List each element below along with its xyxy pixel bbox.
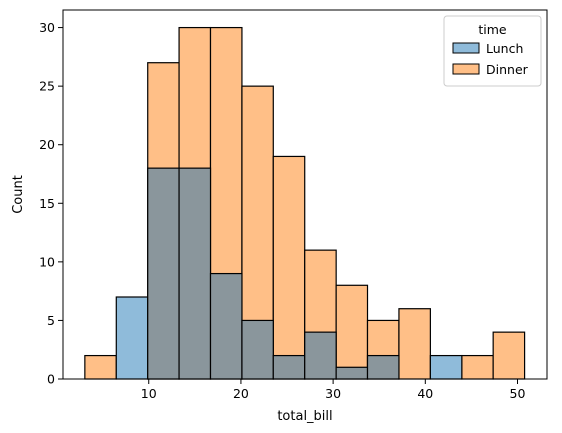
bar-lunch-7 bbox=[304, 331, 337, 380]
plot-frame bbox=[62, 9, 548, 380]
bar-lunch-8 bbox=[335, 366, 369, 380]
legend-title: time bbox=[478, 22, 507, 37]
y-tick-label-5: 25 bbox=[39, 79, 55, 94]
bar-lunch-only-11 bbox=[429, 354, 463, 380]
legend-label-dinner: Dinner bbox=[486, 62, 529, 77]
bar-lunch-4 bbox=[209, 272, 243, 380]
bar-lunch-9 bbox=[366, 354, 400, 380]
y-tick-label-3: 15 bbox=[39, 196, 55, 211]
legend-swatch-dinner bbox=[452, 63, 480, 75]
bar-dinner-10 bbox=[398, 308, 431, 380]
bar-dinner-12 bbox=[461, 354, 494, 380]
bar-dinner-13 bbox=[492, 331, 526, 380]
x-axis-label: total_bill bbox=[277, 409, 332, 424]
y-tick-label-4: 20 bbox=[39, 137, 55, 152]
y-tick-label-2: 10 bbox=[39, 254, 55, 269]
bar-dinner-8 bbox=[335, 284, 369, 380]
y-tick-label-6: 30 bbox=[39, 20, 55, 35]
bar-lunch-3 bbox=[178, 167, 212, 380]
legend-label-lunch: Lunch bbox=[486, 41, 523, 56]
bar-lunch-only-1 bbox=[115, 296, 149, 380]
bar-dinner-0 bbox=[84, 354, 117, 380]
y-axis-label: Count bbox=[11, 175, 26, 214]
legend: time Lunch Dinner bbox=[443, 15, 542, 87]
bar-lunch-5 bbox=[241, 319, 274, 380]
y-tick-label-1: 5 bbox=[47, 313, 55, 328]
legend-swatch-lunch bbox=[452, 42, 480, 54]
bar-lunch-2 bbox=[147, 167, 180, 380]
y-tick-label-0: 0 bbox=[47, 372, 55, 387]
bar-lunch-6 bbox=[272, 354, 306, 380]
bars-layer bbox=[84, 26, 526, 380]
x-tick-label-0: 10 bbox=[141, 386, 157, 401]
bar-dinner-6 bbox=[272, 155, 306, 380]
x-tick-label-4: 50 bbox=[510, 386, 526, 401]
axes-layer: 10 20 30 40 50 0 5 10 15 20 25 30 total_bill Count bbox=[11, 9, 548, 424]
x-tick-label-1: 20 bbox=[233, 386, 249, 401]
x-tick-label-3: 40 bbox=[417, 386, 433, 401]
x-tick-label-2: 30 bbox=[325, 386, 341, 401]
